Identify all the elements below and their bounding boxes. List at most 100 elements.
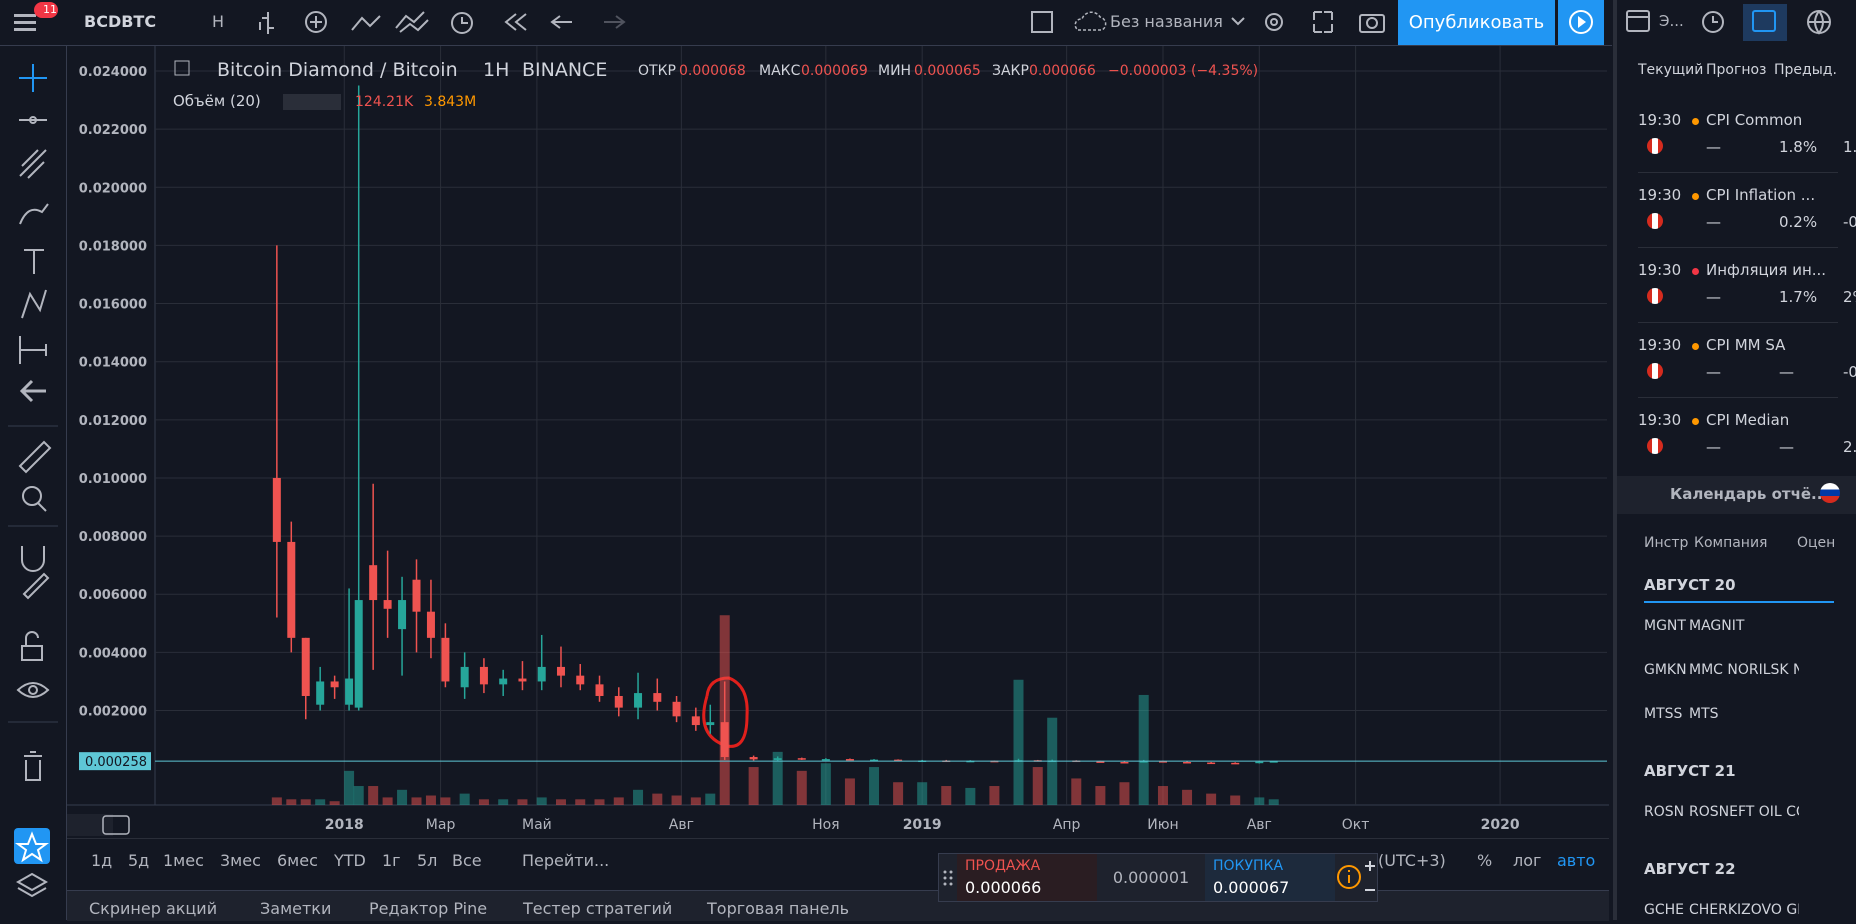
volume-bar	[1268, 799, 1279, 805]
candle-body	[426, 611, 435, 638]
event-actual: —	[1706, 213, 1721, 231]
volume-bar	[1138, 694, 1149, 805]
last-price-box	[79, 752, 151, 771]
event-time: 19:30	[1638, 261, 1682, 279]
price-change: −0.000003 (−4.35%)	[1108, 63, 1258, 79]
candle-body	[845, 759, 854, 761]
ohlc-label: МАКС	[759, 63, 801, 79]
timeframe-button[interactable]: 1д	[91, 851, 113, 870]
notification-badge: 11	[43, 3, 57, 16]
event-name[interactable]: CPI Median	[1706, 411, 1790, 429]
toolbar-icons[interactable]	[240, 0, 640, 45]
spread: 0.000001	[1112, 868, 1190, 887]
event-name[interactable]: CPI Common	[1706, 111, 1803, 129]
volume-bar	[1206, 793, 1217, 805]
y-tick-label: 0.012000	[79, 414, 147, 429]
timeframe-button[interactable]: 1мес	[163, 851, 204, 870]
calendar-title[interactable]: Календарь отчё...	[1670, 485, 1829, 503]
volume-bar	[1032, 767, 1043, 805]
timezone[interactable]: (UTC+3)	[1378, 851, 1446, 870]
buy-box[interactable]: ПОКУПКА 0.000067	[1205, 854, 1335, 901]
report-company: CHERKIZOVO GR	[1689, 902, 1799, 918]
volume-bar	[941, 786, 952, 805]
report-ticker[interactable]: GMKN	[1644, 662, 1687, 678]
volume-bar	[633, 789, 644, 805]
candle-body	[1139, 761, 1148, 763]
candle-body	[316, 681, 325, 705]
event-divider	[1638, 172, 1838, 173]
volume-bar	[1230, 795, 1241, 805]
timeframe-button[interactable]: 1г	[382, 851, 401, 870]
settings-icons[interactable]	[1228, 0, 1398, 45]
scale-option[interactable]: авто	[1557, 851, 1596, 870]
drawing-tools[interactable]	[0, 46, 66, 920]
bottom-tab[interactable]: Торговая панель	[707, 899, 850, 918]
publish-button[interactable]: Опубликовать	[1398, 0, 1555, 45]
info-controls[interactable]	[1335, 854, 1377, 901]
x-tick-label: Мар	[426, 817, 456, 833]
drag-handle[interactable]	[939, 854, 957, 901]
scale-option[interactable]: %	[1477, 851, 1493, 870]
report-ticker[interactable]: ROSN	[1644, 804, 1685, 820]
volume-bar	[459, 793, 470, 805]
volume-bar	[425, 795, 436, 805]
layout-icons[interactable]	[1030, 0, 1150, 45]
bottom-tab[interactable]: Тестер стратегий	[523, 899, 673, 918]
candle-body	[797, 758, 806, 760]
ohlc-label: ОТКР	[638, 63, 676, 79]
x-tick-label: Авг	[1247, 817, 1272, 833]
timeframe-button[interactable]: 5д	[128, 851, 150, 870]
volume-bar	[411, 797, 422, 805]
candle-body	[1269, 761, 1278, 763]
event-name[interactable]: CPI MM SA	[1706, 336, 1786, 354]
bottom-tab[interactable]: Заметки	[260, 899, 332, 918]
volume-bar	[965, 787, 976, 805]
sell-box[interactable]: ПРОДАЖА 0.000066	[957, 854, 1097, 901]
column-header: Текущий	[1638, 62, 1704, 78]
event-forecast: 0.2%	[1779, 213, 1818, 231]
event-previous: 2.	[1843, 438, 1856, 456]
y-tick-label: 0.002000	[79, 705, 147, 720]
event-importance	[1692, 343, 1699, 350]
chart-pane[interactable]: 0.002000 0.004000 0.006000 0.008000 0.010000…	[67, 46, 1609, 836]
report-ticker[interactable]: MGNT	[1644, 618, 1686, 634]
menu-button[interactable]	[0, 0, 60, 45]
volume-bar	[271, 797, 282, 805]
layout-name[interactable]: Без названия	[1110, 12, 1223, 31]
report-ticker[interactable]: MTSS	[1644, 706, 1683, 722]
country-flag	[1820, 483, 1840, 503]
volume-bar	[353, 786, 364, 805]
timeframe-button[interactable]: YTD	[334, 851, 366, 870]
volume-bar	[344, 770, 355, 805]
interval[interactable]: H	[212, 12, 225, 31]
symbol[interactable]: BCDBTC	[84, 12, 157, 31]
timeframe-button[interactable]: 6мес	[277, 851, 318, 870]
calendar-date: АВГУСТ 21	[1644, 762, 1736, 780]
candle-body	[518, 678, 527, 682]
timeframe-button[interactable]: 3мес	[220, 851, 261, 870]
play-button[interactable]	[1558, 0, 1604, 45]
event-time: 19:30	[1638, 336, 1682, 354]
calendar-column: Оцен	[1797, 535, 1836, 551]
candle-body	[1120, 761, 1129, 764]
panel-tabs[interactable]	[1617, 0, 1856, 45]
timeframe-button[interactable]: Все	[452, 851, 482, 870]
goto-button[interactable]: Перейти...	[522, 851, 610, 870]
volume-bar	[1182, 789, 1193, 805]
ohlc-value: 0.000066	[1029, 63, 1096, 79]
event-actual: —	[1706, 438, 1721, 456]
date-underline	[1644, 601, 1834, 603]
panel-tab-title[interactable]: Э...	[1659, 12, 1684, 30]
candle-body	[653, 693, 662, 702]
bottom-tab[interactable]: Редактор Pine	[369, 899, 488, 918]
x-tick-label: Май	[522, 817, 552, 833]
last-price-label: 0.000258	[85, 755, 147, 770]
country-flag	[1647, 138, 1663, 154]
event-name[interactable]: CPI Inflation ...	[1706, 186, 1816, 204]
timeframe-button[interactable]: 5л	[417, 851, 438, 870]
bottom-tab[interactable]: Скринер акций	[89, 899, 218, 918]
country-flag	[1647, 213, 1663, 229]
scale-option[interactable]: лог	[1513, 851, 1542, 870]
report-ticker[interactable]: GCHE	[1644, 902, 1684, 918]
event-name[interactable]: Инфляция ин...	[1706, 261, 1827, 279]
